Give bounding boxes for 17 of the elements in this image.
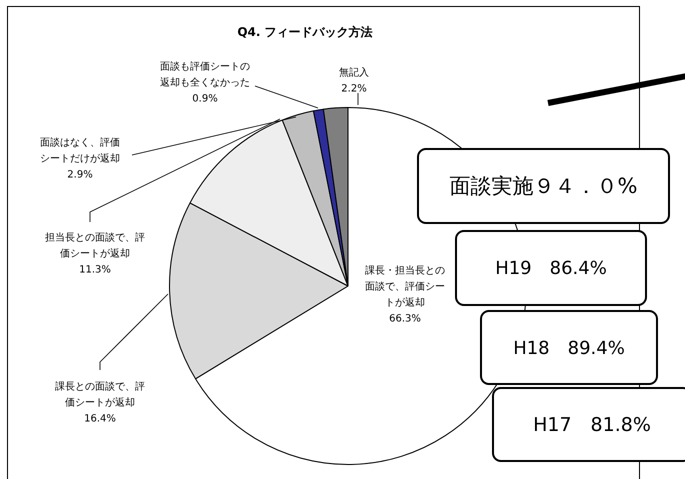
data-label: 2.2% bbox=[341, 84, 367, 95]
text: 面談実施９４．０% bbox=[417, 148, 670, 224]
slice-label: 面談も評価シートの返却も全くなかった bbox=[160, 60, 250, 89]
chart-title: Q4. フィードバック方法 bbox=[237, 25, 373, 40]
data-label: 16.4% bbox=[84, 414, 116, 425]
slice-label: 課長・担当長との面談で、評価シートが返却 bbox=[365, 264, 445, 309]
slice-label: 担当長との面談で、評価シートが返却 bbox=[45, 232, 145, 260]
slice-label: 無記入 bbox=[339, 66, 369, 79]
text: H19 86.4% bbox=[455, 230, 647, 306]
data-label: 11.3% bbox=[79, 264, 111, 276]
slice-label: 面談はなく、評価シートだけが返却 bbox=[40, 136, 120, 165]
data-label: 66.3% bbox=[389, 314, 421, 325]
text: H17 81.8% bbox=[492, 387, 685, 462]
data-label: 2.9% bbox=[67, 170, 93, 181]
text: H18 89.4% bbox=[480, 310, 658, 385]
slice-label: 課長との面談で、評価シートが返却 bbox=[55, 380, 145, 409]
data-label: 0.9% bbox=[192, 94, 218, 105]
